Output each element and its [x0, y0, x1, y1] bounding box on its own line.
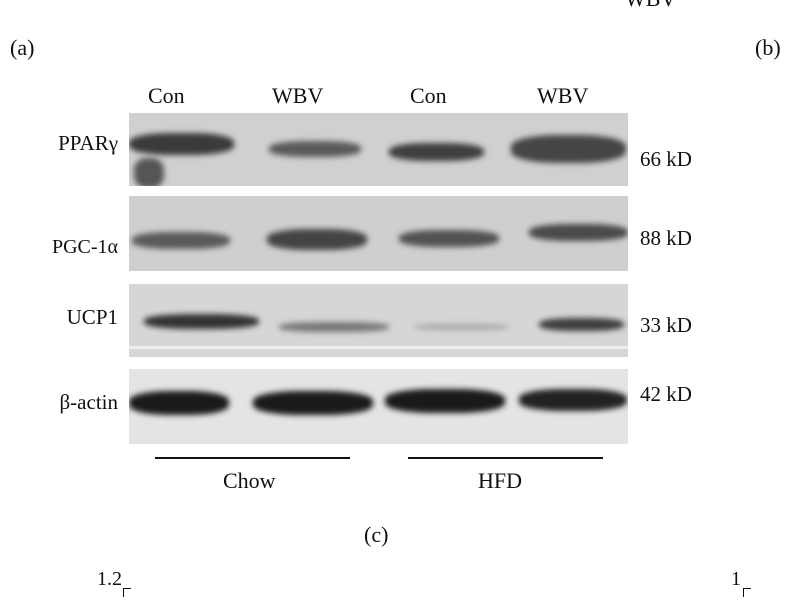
axis-corner-right [743, 588, 751, 597]
size-label-66kd: 66 kD [640, 147, 692, 171]
blot-ucp1 [129, 284, 628, 357]
lane-header-1: Con [148, 83, 185, 108]
axis-tick-left-top: 1.2 [97, 568, 122, 590]
blot-ppargamma [129, 113, 628, 186]
protein-label-ppargamma: PPARγ [58, 131, 118, 155]
protein-label-pgc1alpha: PGC-1α [51, 236, 118, 258]
axis-tick-right-top: 1 [731, 568, 741, 590]
panel-label-c: (c) [364, 522, 389, 547]
protein-label-beta-actin: β-actin [59, 390, 119, 414]
size-label-88kd: 88 kD [640, 226, 692, 250]
size-label-33kd: 33 kD [640, 313, 692, 337]
panel-label-b: (b) [755, 35, 781, 60]
blot-pgc1alpha [129, 196, 628, 271]
lane-header-2: WBV [272, 83, 324, 108]
lane-header-3: Con [410, 83, 447, 108]
group-label-hfd: HFD [478, 468, 523, 493]
legend-partial-wbv: WBV [625, 0, 676, 10]
lane-header-4: WBV [537, 83, 589, 108]
blot-beta-actin [129, 369, 628, 444]
group-line-chow [155, 457, 350, 459]
protein-label-ucp1: UCP1 [66, 305, 118, 329]
panel-label-a: (a) [10, 35, 35, 60]
size-label-42kd: 42 kD [640, 382, 692, 406]
group-label-chow: Chow [223, 468, 276, 493]
axis-corner-left [123, 588, 131, 597]
group-line-hfd [408, 457, 603, 459]
